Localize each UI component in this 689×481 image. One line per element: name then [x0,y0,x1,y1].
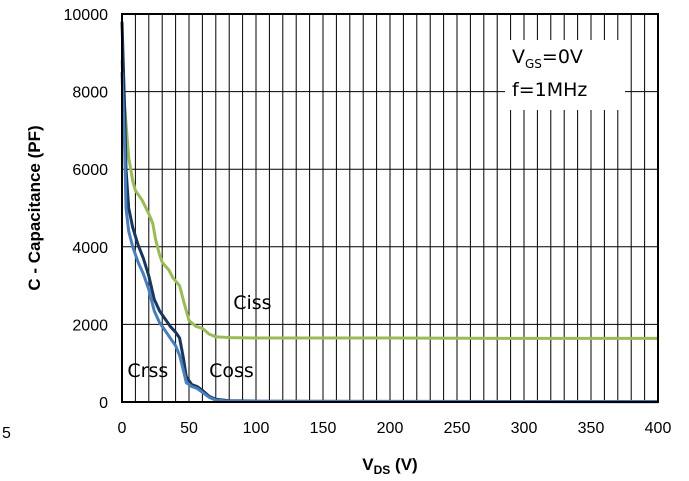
x-tick-label: 0 [118,420,127,437]
x-tick-label: 250 [444,420,471,437]
series-line-ciss [120,60,658,340]
y-tick-label: 6000 [72,162,108,179]
series-labels: Ciss Crss Coss [127,292,271,382]
stray-page-number: 5 [2,425,11,442]
x-tick-label: 150 [310,420,337,437]
x-axis-title-sub: DS [374,463,391,477]
x-tick-labels: 0 50 100 150 200 250 300 350 400 [118,420,672,437]
series-label-coss: Coss [209,360,254,382]
y-tick-label: 4000 [72,240,108,257]
vgs-prefix: V [512,46,525,68]
y-tick-label: 0 [99,395,108,412]
annotation-box: VGS=0V f=1MHz [505,40,625,110]
series-line-crss [120,72,659,404]
plot-frame [121,13,659,403]
y-tick-label: 8000 [72,85,108,102]
y-tick-label: 10000 [64,7,109,24]
x-tick-label: 100 [243,420,270,437]
x-axis-title: VDS (V) [362,455,417,477]
x-axis-title-main: V [362,455,374,474]
series-label-ciss: Ciss [233,292,271,314]
series-label-crss: Crss [127,360,168,382]
x-tick-label: 400 [645,420,672,437]
vgs-annotation: VGS=0V [512,46,583,71]
y-axis-title: C - Capacitance (PF) [25,125,44,290]
series-lines [120,21,659,404]
x-axis-title-unit: (V) [390,455,417,474]
x-tick-label: 350 [578,420,605,437]
x-tick-label: 50 [180,420,198,437]
x-tick-label: 200 [377,420,404,437]
x-tick-label: 300 [511,420,538,437]
vgs-subscript: GS [525,57,542,71]
frequency-annotation: f=1MHz [512,79,587,101]
vgs-value: =0V [542,46,583,68]
y-tick-label: 2000 [72,317,108,334]
y-tick-labels: 0 2000 4000 6000 8000 10000 [64,7,109,412]
